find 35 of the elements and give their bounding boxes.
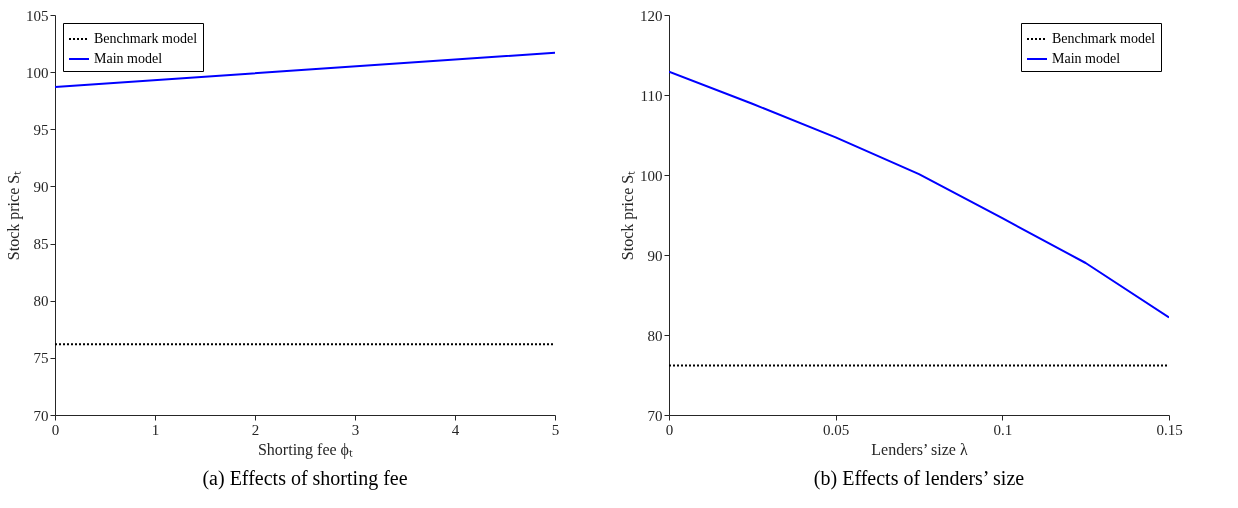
x-tick-label: 5 (551, 421, 560, 438)
x-tick-label: 0 (51, 421, 60, 438)
y-tick-label: 70 (647, 407, 663, 424)
y-tick-label: 75 (33, 350, 49, 367)
line-series (669, 70, 1169, 319)
y-tick-label: 100 (26, 64, 49, 81)
y-tick-label: 95 (33, 121, 49, 138)
y-tick-label: 120 (640, 7, 663, 24)
x-tick-label: 3 (351, 421, 360, 438)
y-tick-label: 110 (640, 87, 663, 104)
text: (a) Effects of shorting fee (202, 467, 408, 490)
y-tick-label: 90 (33, 178, 49, 195)
x-tick-label: 2 (251, 421, 260, 438)
legend-label: Benchmark model (1052, 31, 1156, 46)
y-tick-label: 85 (33, 236, 49, 253)
legend-label: Main model (94, 51, 163, 66)
y-tick-label: 105 (26, 7, 49, 24)
y-axis-title: Stock price Sₜ (619, 170, 637, 261)
x-tick-label: 0.15 (1156, 421, 1183, 438)
legend-label: Benchmark model (94, 31, 198, 46)
y-tick-label: 80 (33, 293, 49, 310)
x-tick-label: 4 (451, 421, 460, 438)
y-tick-label: 70 (33, 407, 49, 424)
y-tick-label: 90 (647, 247, 663, 264)
legend-label: Main model (1052, 51, 1121, 66)
x-tick-label: 1 (151, 421, 160, 438)
x-tick-label: 0.05 (823, 421, 850, 438)
x-tick-label: 0.1 (993, 421, 1013, 438)
x-tick-label: 0 (665, 421, 674, 438)
y-tick-label: 100 (640, 167, 663, 184)
x-axis-title: Shorting fee ϕₜ (257, 440, 354, 459)
y-tick-label: 80 (647, 327, 663, 344)
x-axis-title: Lenders’ size λ (871, 440, 968, 458)
y-axis-title: Stock price Sₜ (5, 170, 23, 261)
text: (b) Effects of lenders’ size (813, 467, 1025, 490)
